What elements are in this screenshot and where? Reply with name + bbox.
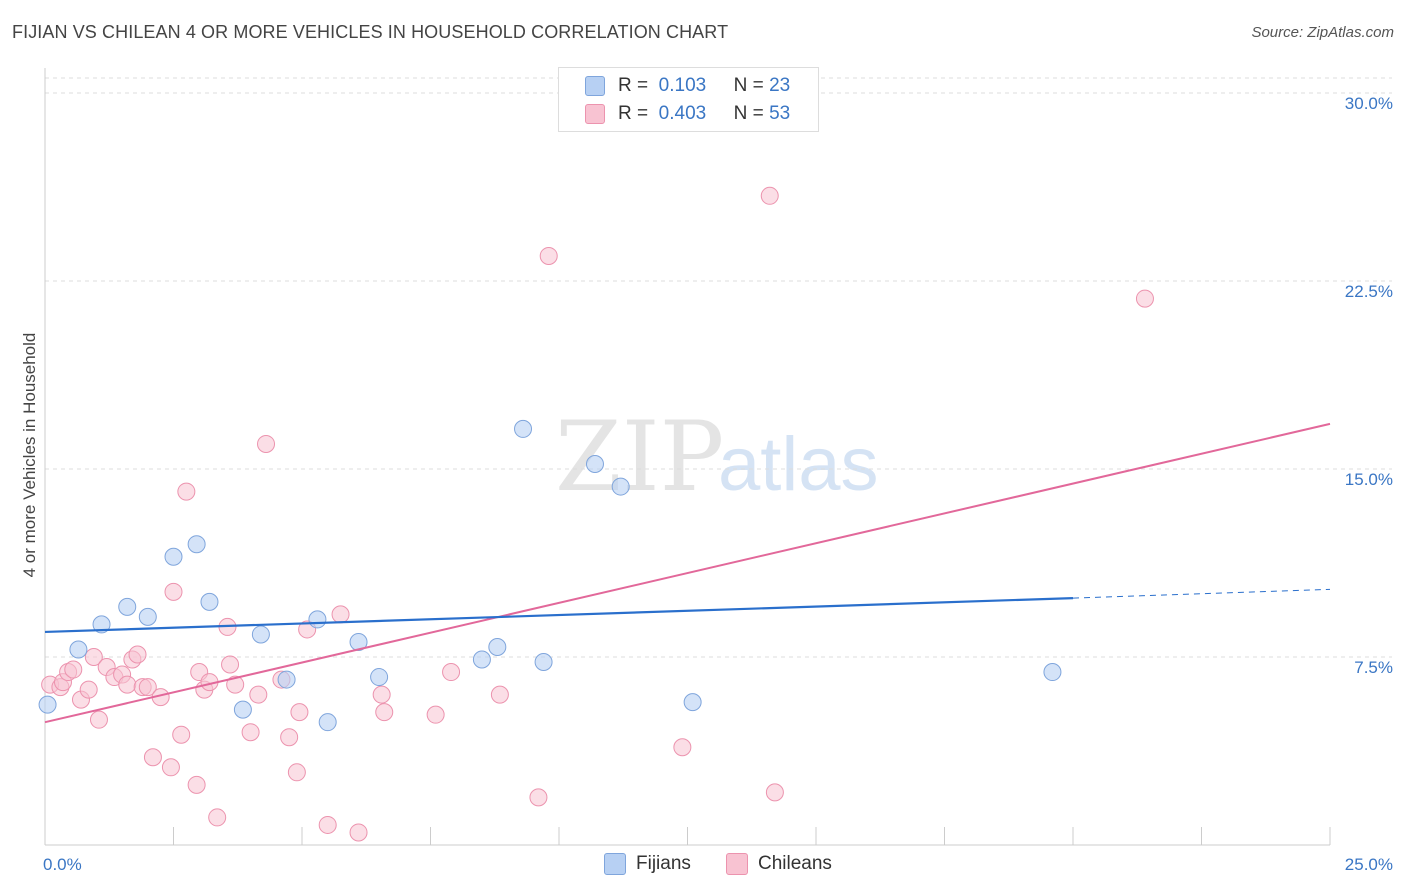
fijians-point (138, 607, 157, 626)
y-axis-label: 4 or more Vehicles in Household (20, 332, 39, 578)
chileans-n-label: N = (733, 103, 764, 124)
chileans-point (375, 703, 394, 722)
chileans-point (765, 783, 784, 802)
fijians-point (585, 455, 604, 474)
chileans-point (1135, 289, 1154, 308)
watermark-zip: ZIP (555, 401, 724, 513)
chileans-point (331, 605, 350, 624)
chileans-point (89, 710, 108, 729)
x-tick-label: 0.0% (43, 855, 82, 874)
fijians-point (488, 637, 507, 656)
watermark-atlas: atlas (718, 422, 879, 507)
chileans-point (280, 728, 299, 747)
chileans-point (208, 808, 227, 827)
bottom-legend-fijians: Fijians (604, 852, 691, 876)
chileans-point (490, 685, 509, 704)
chileans-point (529, 788, 548, 807)
fijians-point (534, 653, 553, 672)
fijians-point (92, 615, 111, 634)
fijians-point (472, 650, 491, 669)
chileans-point (442, 663, 461, 682)
chileans-point (249, 685, 268, 704)
fijians-trend-extension (1072, 588, 1331, 599)
fijians-point (200, 592, 219, 611)
fijians-point (683, 693, 702, 712)
chileans-point (177, 482, 196, 501)
chileans-trend-line (44, 422, 1331, 724)
fijians-point (308, 610, 327, 629)
fijians-point (318, 713, 337, 732)
chileans-point (64, 660, 83, 679)
fijians-point (370, 668, 389, 687)
fijians-point (349, 632, 368, 651)
fijians-trend-line (44, 597, 1074, 634)
fijians-point (611, 477, 630, 496)
fijians-point (233, 700, 252, 719)
chileans-r-label: R = (618, 103, 649, 124)
y-tick-label: 7.5% (1354, 658, 1393, 677)
fijians-n-value: 23 (769, 75, 791, 96)
bottom-chileans-label: Chileans (758, 853, 832, 874)
fijians-point (38, 695, 57, 714)
fijians-point (118, 597, 137, 616)
chileans-point (241, 723, 260, 742)
fijians-n-label: N = (733, 75, 764, 96)
chileans-point (318, 815, 337, 834)
fijians-swatch (585, 76, 605, 96)
chileans-point (372, 685, 391, 704)
source-credit: Source: ZipAtlas.com (1251, 24, 1394, 41)
chileans-point (760, 186, 779, 205)
chileans-point (426, 705, 445, 724)
fijians-point (251, 625, 270, 644)
chileans-point (257, 434, 276, 453)
fijians-point (69, 640, 88, 659)
chileans-point (187, 775, 206, 794)
chileans-r-value: 0.403 (658, 103, 707, 124)
legend-row-chileans: R = 0.403 N = 53 (585, 101, 790, 127)
bottom-legend-chileans: Chileans (726, 852, 832, 876)
bottom-fijians-label: Fijians (636, 853, 691, 874)
chileans-point (118, 675, 137, 694)
chileans-point (172, 725, 191, 744)
chileans-point (128, 645, 147, 664)
fijians-point (1043, 663, 1062, 682)
chileans-point (290, 703, 309, 722)
chileans-point (143, 748, 162, 767)
chileans-point (226, 675, 245, 694)
chileans-point (84, 648, 103, 667)
chileans-point (673, 738, 692, 757)
x-tick-label: 25.0% (1345, 855, 1393, 874)
chileans-point (164, 582, 183, 601)
bottom-chileans-swatch (726, 853, 748, 875)
chileans-point (221, 655, 240, 674)
fijians-point (277, 670, 296, 689)
fijians-point (164, 547, 183, 566)
fijians-r-value: 0.103 (658, 75, 707, 96)
bottom-fijians-swatch (604, 853, 626, 875)
fijians-r-label: R = (618, 75, 649, 96)
y-tick-label: 15.0% (1345, 470, 1393, 489)
chileans-point (138, 678, 157, 697)
chileans-n-value: 53 (769, 103, 791, 124)
stats-legend: R = 0.103 N = 23 R = 0.403 N = 53 (558, 67, 819, 132)
y-tick-label: 22.5% (1345, 282, 1393, 301)
chileans-swatch (585, 104, 605, 124)
chileans-point (287, 763, 306, 782)
chileans-point (539, 246, 558, 265)
legend-row-fijians: R = 0.103 N = 23 (585, 73, 790, 99)
chileans-point (161, 758, 180, 777)
y-tick-label: 30.0% (1345, 94, 1393, 113)
chileans-point (79, 680, 98, 699)
fijians-point (187, 535, 206, 554)
chileans-point (349, 823, 368, 842)
fijians-point (514, 419, 533, 438)
chart-title: FIJIAN VS CHILEAN 4 OR MORE VEHICLES IN … (12, 22, 729, 42)
